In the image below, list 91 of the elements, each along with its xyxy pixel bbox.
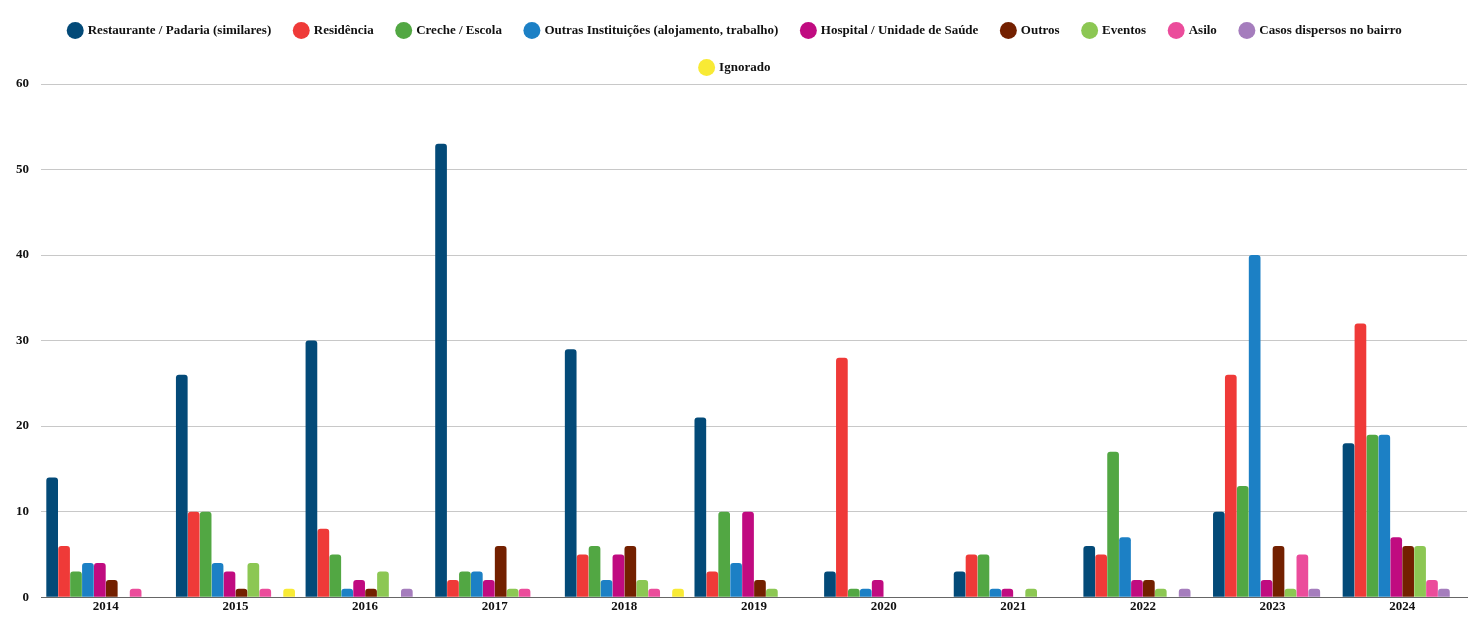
bar [329, 554, 342, 597]
bar [1296, 554, 1309, 597]
bar [482, 580, 495, 597]
x-tick-label: 2019 [741, 598, 768, 614]
bar [588, 545, 601, 597]
bar [1119, 537, 1131, 597]
bar [175, 374, 188, 597]
legend-label: Creche / Escola [416, 21, 503, 37]
legend-label: Outras Instituições (alojamento, trabalho) [544, 21, 779, 37]
bar [305, 340, 318, 597]
x-tick-label: 2021 [1000, 598, 1027, 614]
bar [211, 562, 224, 597]
legend-label: Residência [313, 21, 375, 37]
x-tick-label: 2014 [92, 598, 120, 614]
bar [1366, 434, 1379, 597]
legend-label: Asilo [1188, 21, 1217, 37]
bar [824, 571, 836, 597]
legend-label: Restaurante / Padaria (similares) [87, 21, 272, 37]
bar [1402, 545, 1414, 597]
bar [730, 562, 742, 597]
bar [1236, 486, 1249, 597]
bar [600, 580, 613, 597]
bar [1083, 545, 1096, 597]
bar [953, 571, 966, 597]
bar [1260, 580, 1273, 597]
bar [706, 571, 719, 597]
bar [1107, 451, 1119, 597]
bar [742, 511, 754, 597]
y-tick-label: 60 [16, 75, 29, 91]
bar [46, 477, 58, 597]
bar [1354, 323, 1367, 597]
bar [1378, 434, 1391, 597]
bar [377, 571, 389, 597]
legend-label: Outros [1020, 21, 1060, 37]
bar [1224, 374, 1237, 597]
bar [636, 580, 649, 597]
bar [1426, 580, 1438, 597]
bar [187, 511, 200, 597]
y-tick-label: 20 [16, 417, 29, 433]
bar [435, 143, 447, 597]
bar [977, 554, 990, 597]
bar [1390, 537, 1403, 597]
bar [58, 545, 70, 597]
x-tick-label: 2018 [611, 598, 638, 614]
bar [624, 545, 637, 597]
bar [459, 571, 471, 597]
y-tick-label: 10 [16, 503, 29, 519]
x-tick-label: 2015 [222, 598, 249, 614]
bar [353, 580, 365, 597]
y-tick-label: 40 [16, 246, 29, 262]
bar [199, 511, 212, 597]
bar [965, 554, 978, 597]
x-tick-label: 2022 [1129, 598, 1156, 614]
bar [494, 545, 507, 597]
bar [105, 580, 118, 597]
x-tick-label: 2017 [481, 598, 509, 614]
bar [1272, 545, 1285, 597]
bar [1143, 580, 1155, 597]
bar [317, 528, 330, 597]
bar [754, 580, 766, 597]
bar [82, 562, 94, 597]
x-tick-label: 2016 [352, 598, 379, 614]
bar [612, 554, 625, 597]
bar [694, 417, 707, 597]
bar [1213, 511, 1225, 597]
bar [836, 357, 848, 597]
bar [576, 554, 589, 597]
bar [470, 571, 483, 597]
x-tick-label: 2023 [1259, 598, 1287, 614]
bar [1095, 554, 1108, 597]
bar [564, 349, 577, 597]
legend-label: Casos dispersos no bairro [1259, 21, 1402, 37]
bar [1248, 255, 1261, 597]
y-tick-label: 30 [16, 331, 29, 347]
bar [70, 571, 82, 597]
x-tick-label: 2020 [870, 598, 897, 614]
y-tick-label: 50 [16, 160, 29, 176]
y-tick-label: 0 [22, 588, 29, 604]
bar [247, 562, 260, 597]
bar [718, 511, 731, 597]
bar [871, 580, 884, 597]
bar [447, 580, 459, 597]
bar [1131, 580, 1143, 597]
x-tick-label: 2024 [1389, 598, 1416, 614]
bar [94, 562, 106, 597]
legend-label: Eventos [1102, 21, 1147, 37]
bar [1342, 443, 1355, 597]
legend-label: Hospital / Unidade de Saúde [820, 21, 979, 37]
bar [1414, 545, 1426, 597]
bar [223, 571, 236, 597]
legend-label: Ignorado [719, 58, 771, 74]
